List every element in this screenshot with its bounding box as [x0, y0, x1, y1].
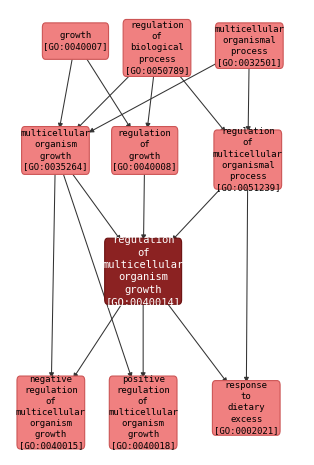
FancyBboxPatch shape [109, 376, 177, 449]
Text: regulation
of
growth
[GO:0040008]: regulation of growth [GO:0040008] [112, 129, 177, 172]
Text: regulation
of
biological
process
[GO:0050789]: regulation of biological process [GO:005… [125, 21, 189, 75]
FancyBboxPatch shape [42, 23, 109, 60]
FancyBboxPatch shape [215, 23, 283, 68]
Text: multicellular
organism
growth
[GO:0035264]: multicellular organism growth [GO:003526… [20, 129, 90, 172]
Text: regulation
of
multicellular
organismal
process
[GO:0051239]: regulation of multicellular organismal p… [213, 127, 283, 192]
FancyBboxPatch shape [123, 20, 191, 76]
FancyBboxPatch shape [22, 126, 89, 174]
FancyBboxPatch shape [105, 238, 181, 304]
FancyBboxPatch shape [111, 126, 178, 174]
Text: positive
regulation
of
multicellular
organism
growth
[GO:0040018]: positive regulation of multicellular org… [108, 375, 178, 450]
Text: negative
regulation
of
multicellular
organism
growth
[GO:0040015]: negative regulation of multicellular org… [16, 375, 86, 450]
Text: growth
[GO:0040007]: growth [GO:0040007] [43, 31, 108, 51]
Text: multicellular
organismal
process
[GO:0032501]: multicellular organismal process [GO:003… [214, 25, 284, 67]
Text: regulation
of
multicellular
organism
growth
[GO:0040014]: regulation of multicellular organism gro… [103, 235, 184, 307]
Text: response
to
dietary
excess
[GO:0002021]: response to dietary excess [GO:0002021] [214, 381, 279, 435]
FancyBboxPatch shape [214, 130, 282, 189]
FancyBboxPatch shape [212, 380, 280, 435]
FancyBboxPatch shape [17, 376, 85, 449]
